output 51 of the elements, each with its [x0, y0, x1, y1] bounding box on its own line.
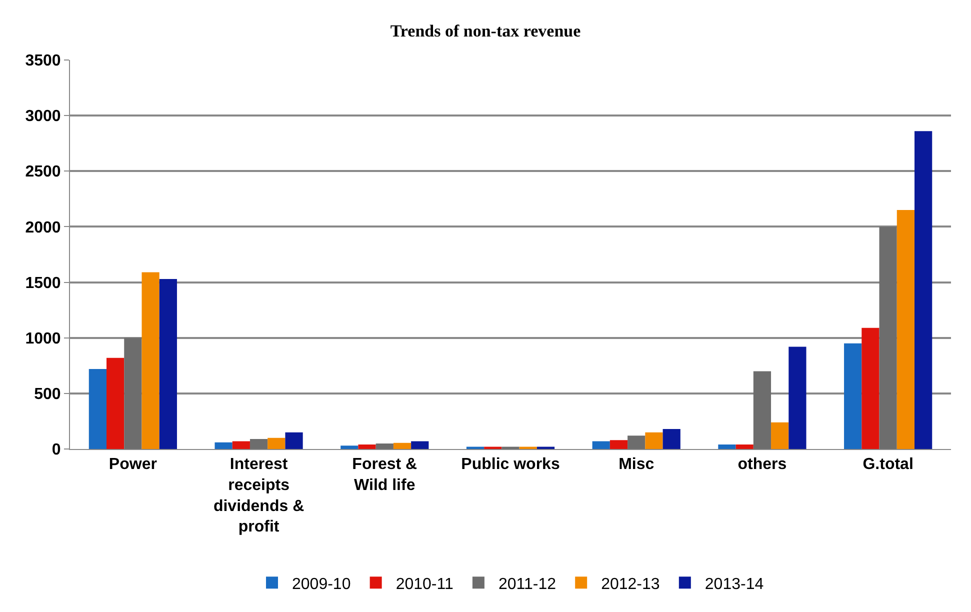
bar: [232, 441, 250, 449]
bar: [411, 441, 429, 449]
y-tick-label: 1500: [25, 274, 61, 292]
bar: [250, 439, 268, 449]
bar: [376, 443, 394, 449]
bar: [142, 272, 160, 449]
bar: [844, 343, 862, 449]
x-tick-label: Public works: [461, 456, 560, 474]
bar: [393, 442, 412, 449]
y-tick-label: 1000: [25, 330, 61, 348]
bar: [914, 131, 932, 449]
bar: [159, 278, 177, 449]
bar: [736, 444, 754, 449]
y-tick-label: 2500: [25, 164, 61, 181]
bar: [662, 428, 680, 449]
chart-title: Trends of non-tax revenue: [390, 21, 582, 40]
x-tick-label: Power: [108, 456, 157, 474]
bar: [610, 440, 628, 449]
x-tick-label: Interest receipts dividends & profit: [213, 456, 305, 536]
bar: [88, 368, 106, 449]
x-tick-label: Misc: [618, 456, 654, 474]
bar: [285, 432, 303, 449]
x-tick-label: others: [738, 456, 787, 474]
legend-label: 2009-10: [292, 576, 351, 593]
y-tick-label: 3500: [25, 52, 61, 70]
y-tick-label: 2000: [25, 219, 61, 236]
bar: [268, 438, 286, 449]
bar: [645, 432, 663, 449]
bar: [628, 436, 646, 449]
bar: [771, 422, 789, 449]
bar: [879, 226, 897, 449]
legend-label: 2011-12: [498, 576, 556, 593]
x-tick-label: G.total: [862, 456, 914, 474]
y-tick-label: 500: [34, 386, 61, 404]
x-tick-label: Forest & Wild life: [352, 456, 418, 494]
bar: [788, 346, 806, 449]
bar: [592, 441, 610, 449]
legend-label: 2010-11: [396, 576, 454, 593]
legend-label: 2013-14: [704, 576, 764, 593]
bar: [718, 444, 736, 449]
legend-label: 2012-13: [601, 576, 660, 593]
bar: [862, 328, 880, 449]
bar: [753, 371, 772, 449]
y-tick-label: 3000: [25, 108, 61, 126]
bar: [214, 442, 232, 449]
bar: [340, 446, 358, 449]
bar: [896, 210, 914, 449]
bar: [358, 444, 376, 449]
y-tick-label: 0: [52, 442, 61, 459]
bar: [106, 358, 124, 449]
bar: [124, 338, 142, 449]
